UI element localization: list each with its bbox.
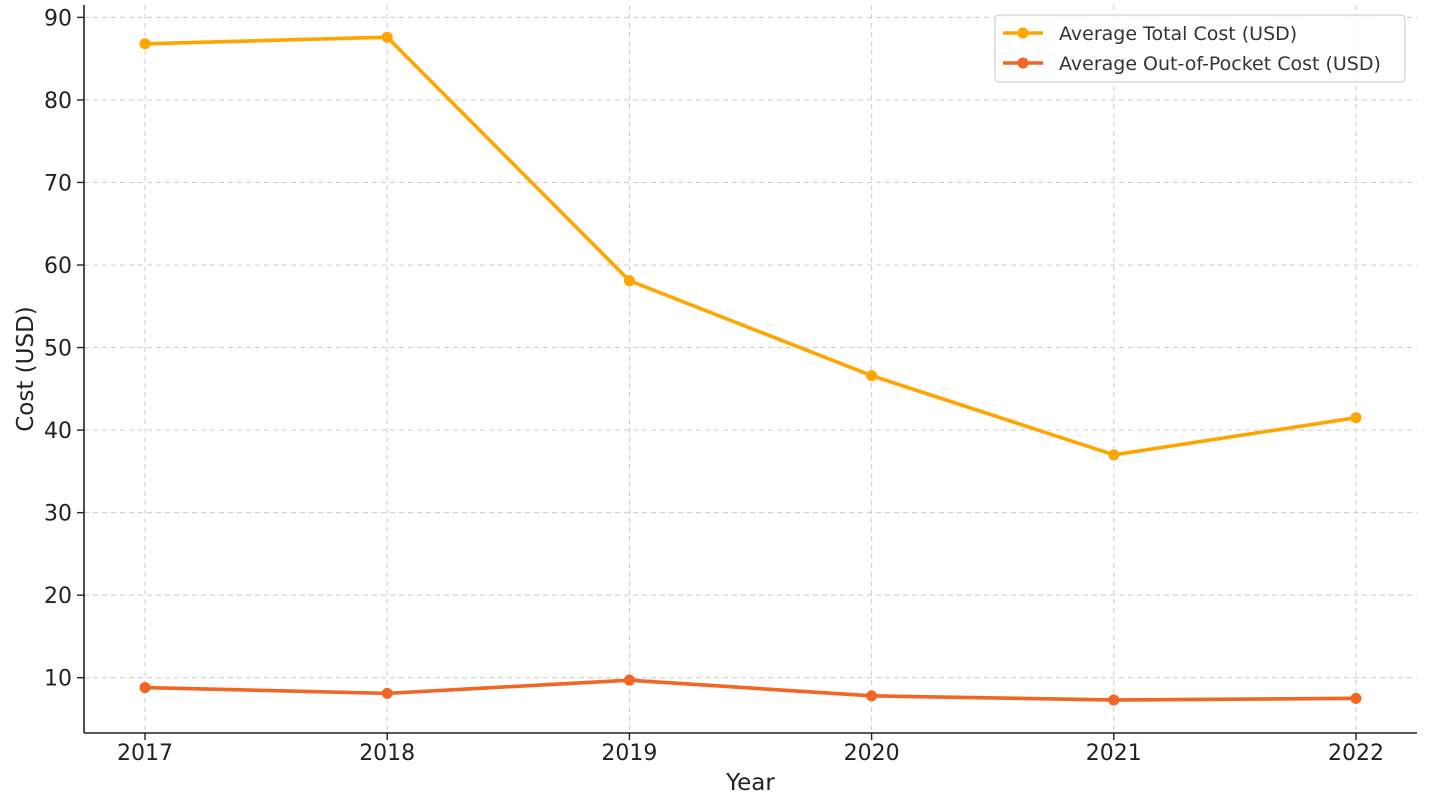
data-point: [1108, 694, 1120, 706]
tick-labels: 2017 2018 2019 2020 2021 2022 10 20 30 40 50 60 70 80…: [44, 6, 1384, 766]
x-tick-label: 2021: [1086, 741, 1142, 766]
data-point: [381, 687, 393, 699]
axes: [77, 5, 1417, 740]
data-point: [623, 674, 635, 686]
y-tick-label: 30: [44, 502, 72, 527]
legend-box: [994, 14, 1406, 83]
data-point: [1108, 449, 1120, 461]
x-tick-label: 2020: [844, 741, 900, 766]
legend-label: Average Total Cost (USD): [1059, 23, 1297, 45]
x-tick-label: 2022: [1328, 741, 1384, 766]
legend-label: Average Out-of-Pocket Cost (USD): [1059, 53, 1381, 75]
data-point: [623, 275, 635, 287]
y-tick-label: 40: [44, 419, 72, 444]
data-point: [866, 370, 878, 382]
y-axis-label: Cost (USD): [13, 306, 39, 432]
x-axis-label: Year: [725, 770, 775, 796]
legend-marker: [1017, 57, 1029, 69]
y-tick-label: 80: [44, 89, 72, 114]
grid: [84, 5, 1417, 733]
y-tick-label: 50: [44, 337, 72, 362]
data-point: [866, 690, 878, 702]
data-point: [381, 31, 393, 43]
data-point: [139, 38, 151, 50]
legend-marker: [1017, 27, 1029, 39]
data-point: [139, 682, 151, 694]
series-line-2: [143, 678, 1358, 702]
data-point: [1350, 412, 1362, 424]
series-line-1: [143, 35, 1358, 457]
y-tick-label: 20: [44, 584, 72, 609]
legend: Average Total Cost (USD) Average Out-of-P…: [994, 14, 1406, 83]
y-tick-label: 60: [44, 254, 72, 279]
y-tick-label: 10: [44, 667, 72, 692]
x-tick-label: 2018: [359, 741, 415, 766]
y-tick-label: 90: [44, 6, 72, 31]
y-tick-label: 70: [44, 171, 72, 196]
x-tick-label: 2019: [601, 741, 657, 766]
data-point: [1350, 692, 1362, 704]
x-tick-label: 2017: [117, 741, 173, 766]
series-layer: [139, 31, 1362, 706]
